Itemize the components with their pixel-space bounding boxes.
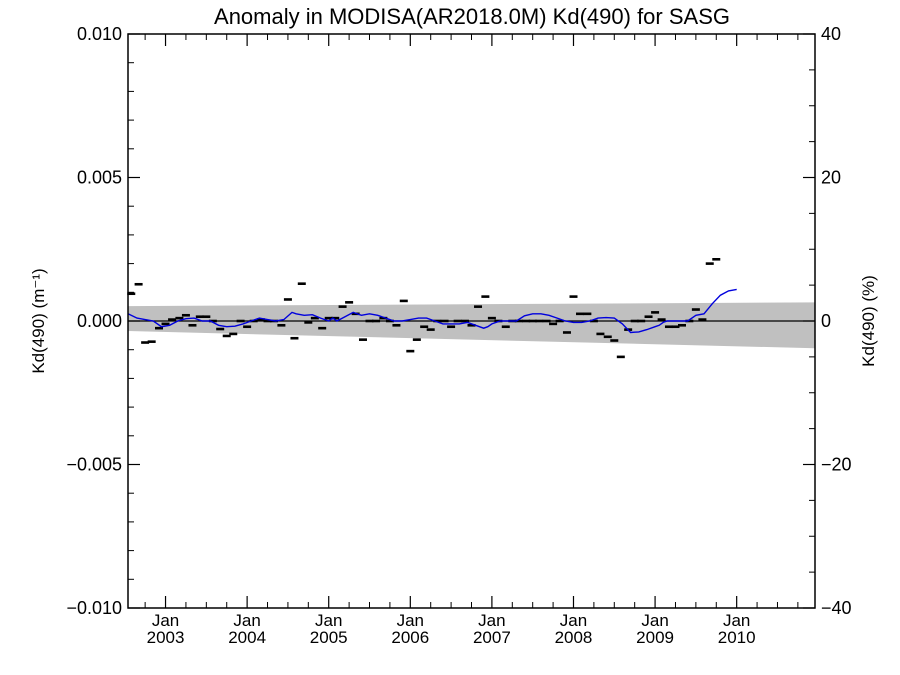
- x-tick-year-label: 2010: [718, 628, 756, 647]
- x-tick-year-label: 2003: [147, 628, 185, 647]
- y-left-tick-label: −0.005: [66, 455, 122, 475]
- y-right-tick-label: 20: [821, 168, 841, 188]
- x-tick-year-label: 2006: [391, 628, 429, 647]
- x-tick-month-label: Jan: [152, 611, 179, 630]
- monthly-anomaly-points: [127, 257, 721, 359]
- y-left-tick-label: 0.000: [77, 311, 122, 331]
- x-tick-month-label: Jan: [641, 611, 668, 630]
- x-tick-year-label: 2008: [555, 628, 593, 647]
- y-axis-label-right: Kd(490) (%): [859, 275, 878, 367]
- x-tick-month-label: Jan: [723, 611, 750, 630]
- x-tick-month-label: Jan: [233, 611, 260, 630]
- y-left-tick-label: 0.010: [77, 24, 122, 44]
- x-tick-year-label: 2004: [228, 628, 266, 647]
- y-right-tick-label: 40: [821, 24, 841, 44]
- smoothed-line: [127, 288, 737, 334]
- y-left-tick-label: 0.005: [77, 168, 122, 188]
- x-tick-year-label: 2005: [310, 628, 348, 647]
- x-tick-month-label: Jan: [478, 611, 505, 630]
- x-tick-month-label: Jan: [560, 611, 587, 630]
- y-axis-label-left: Kd(490) (m⁻¹): [29, 268, 48, 373]
- y-right-tick-label: −40: [821, 598, 852, 618]
- axis-ticks: 0.010 0.005 0.000 −0.005 −0.010 40 20 0 −20 −40 Ja…: [66, 24, 851, 647]
- y-right-tick-label: −20: [821, 455, 852, 475]
- y-left-tick-label: −0.010: [66, 598, 122, 618]
- chart-title: Anomaly in MODISA(AR2018.0M) Kd(490) for…: [214, 4, 730, 29]
- x-tick-year-label: 2007: [473, 628, 511, 647]
- y-right-tick-label: 0: [821, 311, 831, 331]
- smoothed-anomaly-line: [127, 288, 737, 334]
- x-tick-month-label: Jan: [397, 611, 424, 630]
- x-tick-month-label: Jan: [315, 611, 342, 630]
- x-tick-year-label: 2009: [636, 628, 674, 647]
